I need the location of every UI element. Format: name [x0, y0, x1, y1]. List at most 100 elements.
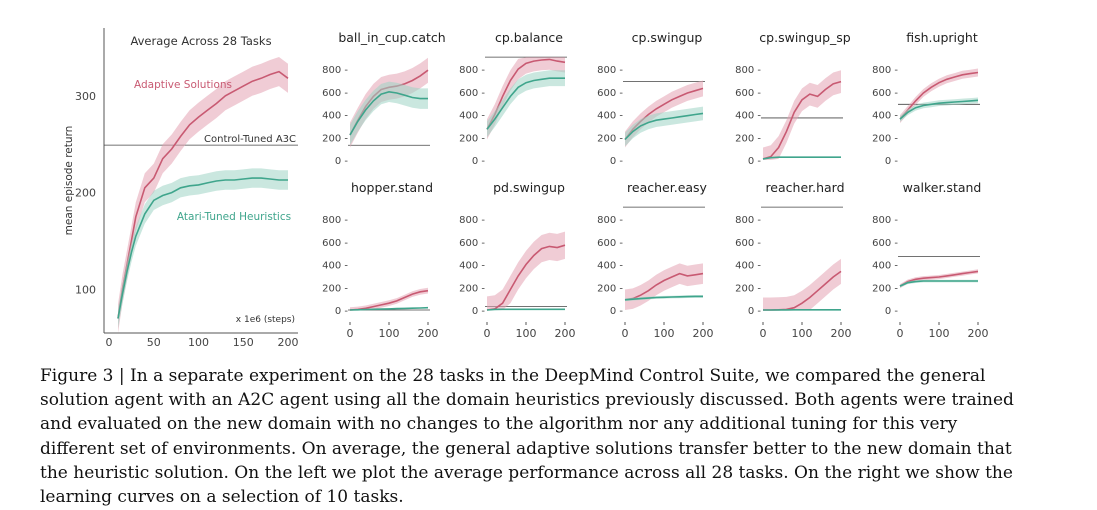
- y-tick-label: 800 -: [872, 65, 898, 76]
- small-chart: reacher.hard 0 - 200 - 400 - 600 - 800 - 0 100 2…: [735, 180, 851, 340]
- y-tick-label: 600 -: [459, 238, 485, 249]
- x-tick-label: 100: [516, 327, 537, 340]
- y-tick-label: 400 -: [322, 111, 348, 122]
- series-label-atari: Atari-Tuned Heuristics: [177, 211, 291, 223]
- small-chart-title: fish.upright: [906, 30, 978, 45]
- small-chart-title: pd.swingup: [493, 180, 565, 195]
- y-tick-label: 200 -: [459, 133, 485, 144]
- x-tick-label: 100: [929, 327, 950, 340]
- y-tick-label: 400 -: [872, 111, 898, 122]
- y-tick-label: 0 -: [885, 306, 899, 317]
- series-line: [349, 306, 429, 311]
- caption-line: learning curves on a selection of 10 tas…: [40, 487, 404, 508]
- y-tick-label: 600 -: [459, 88, 485, 99]
- series-line: [117, 70, 289, 319]
- caption-line: different set of environments. On averag…: [40, 438, 1012, 459]
- y-tick-label: 800 -: [459, 215, 485, 226]
- y-tick-label: 0 -: [472, 156, 486, 167]
- x-unit-note: x 1e6 (steps): [236, 315, 295, 325]
- y-tick-label: 0 -: [472, 306, 486, 317]
- y-tick-label: 200: [75, 187, 96, 200]
- series-line: [624, 112, 704, 141]
- y-tick-label: 800 -: [735, 215, 761, 226]
- y-tick-label: 800 -: [459, 65, 485, 76]
- series-line: [349, 90, 428, 136]
- series-label-adaptive: Adaptive Solutions: [134, 79, 232, 91]
- y-tick-label: 0 -: [610, 306, 624, 317]
- series-band: [487, 231, 565, 310]
- y-axis-label: mean episode return: [63, 126, 75, 236]
- x-tick-label: 100: [379, 327, 400, 340]
- caption-line: the heuristic solution. On the left we p…: [40, 462, 1013, 483]
- small-chart-title: walker.stand: [903, 180, 982, 195]
- small-chart: fish.upright 0 - 200 - 400 - 600 - 800 -: [872, 30, 980, 167]
- series-line: [899, 270, 979, 287]
- y-tick-label: 100: [75, 283, 96, 296]
- series-line: [624, 272, 704, 301]
- series-band: [763, 70, 841, 160]
- series-line: [899, 280, 978, 287]
- y-tick-label: 400 -: [597, 261, 623, 272]
- y-tick-label: 200 -: [872, 133, 898, 144]
- y-tick-label: 0 -: [748, 306, 762, 317]
- y-tick-label: 0 -: [885, 156, 899, 167]
- series-line: [762, 156, 841, 160]
- y-tick-label: 200 -: [735, 133, 761, 144]
- x-tick-label: 200: [693, 327, 714, 340]
- x-tick-label: 100: [792, 327, 813, 340]
- series-band: [625, 263, 703, 310]
- y-tick-label: 800 -: [735, 65, 761, 76]
- series-band: [350, 81, 428, 146]
- y-tick-label: 600 -: [597, 88, 623, 99]
- y-tick-label: 400 -: [459, 111, 485, 122]
- small-chart: hopper.stand 0 - 200 - 400 - 600 - 800 - 0 100 2…: [322, 180, 438, 340]
- x-tick-label: 50: [147, 336, 161, 349]
- series-band: [900, 269, 978, 289]
- y-tick-label: 0 -: [748, 156, 762, 167]
- y-tick-label: 0 -: [610, 156, 624, 167]
- x-tick-label: 100: [188, 336, 209, 349]
- y-tick-label: 600 -: [322, 238, 348, 249]
- y-tick-label: 300: [75, 90, 96, 103]
- small-chart-title: cp.balance: [495, 30, 563, 45]
- x-tick-label: 200: [831, 327, 852, 340]
- series-band: [350, 287, 428, 310]
- y-tick-label: 0 -: [335, 306, 349, 317]
- y-tick-label: 400 -: [735, 261, 761, 272]
- y-tick-label: 0 -: [335, 156, 349, 167]
- series-line: [486, 58, 566, 130]
- x-tick-label: 0: [106, 336, 113, 349]
- y-tick-label: 200 -: [322, 283, 348, 294]
- baseline-label: Control-Tuned A3C: [204, 134, 296, 145]
- series-line: [899, 71, 979, 120]
- series-line: [486, 77, 565, 130]
- small-chart-title: ball_in_cup.catch: [338, 30, 445, 45]
- small-chart: pd.swingup 0 - 200 - 400 - 600 - 800 - 0 100 200: [459, 180, 575, 340]
- y-tick-label: 600 -: [735, 88, 761, 99]
- series-band: [900, 97, 978, 122]
- y-tick-label: 200 -: [735, 283, 761, 294]
- x-tick-label: 200: [555, 327, 576, 340]
- small-chart: reacher.easy 0 - 200 - 400 - 600 - 800 - 0 100 2…: [597, 180, 713, 340]
- series-band: [118, 168, 288, 329]
- small-chart-title: cp.swingup_sp: [759, 30, 850, 45]
- y-tick-label: 400 -: [459, 261, 485, 272]
- caption-line: Figure 3 | In a separate experiment on t…: [40, 366, 986, 386]
- y-tick-label: 600 -: [735, 238, 761, 249]
- small-chart: cp.balance 0 - 200 - 400 - 600 - 800 -: [459, 30, 567, 167]
- y-tick-label: 200 -: [322, 133, 348, 144]
- small-chart-title: reacher.easy: [627, 180, 708, 195]
- series-line: [486, 308, 565, 311]
- y-tick-label: 800 -: [322, 215, 348, 226]
- figure-caption: Figure 3 | In a separate experiment on t…: [40, 364, 1055, 509]
- y-tick-label: 400 -: [735, 111, 761, 122]
- x-tick-label: 0: [622, 327, 629, 340]
- series-band: [625, 106, 703, 147]
- y-tick-label: 800 -: [872, 215, 898, 226]
- y-tick-label: 800 -: [597, 215, 623, 226]
- y-tick-label: 800 -: [322, 65, 348, 76]
- x-tick-label: 0: [897, 327, 904, 340]
- small-chart: cp.swingup_sp 0 - 200 - 400 - 600 - 800 -: [735, 30, 851, 167]
- series-band: [900, 68, 978, 124]
